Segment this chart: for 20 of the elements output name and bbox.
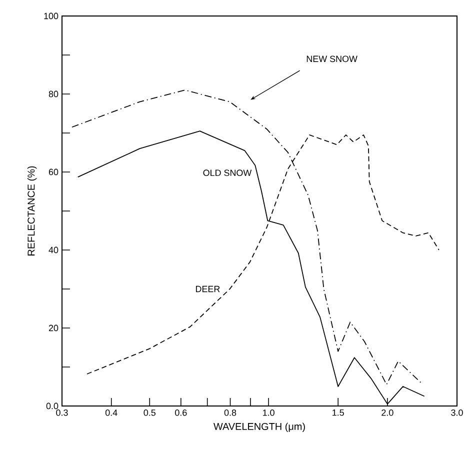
x-tick-label: 0.8	[224, 410, 236, 416]
series-label: OLD SNOW	[203, 170, 252, 176]
x-tick-label: 0.6	[175, 410, 187, 416]
x-tick-label: 0.5	[144, 410, 156, 416]
x-tick-label: 0.4	[105, 410, 118, 416]
x-tick-label: 0.3	[56, 410, 68, 416]
x-axis-title: WAVELENGTH (μm)	[214, 422, 305, 432]
y-tick-label: 80	[48, 90, 58, 98]
series-label: DEER	[196, 286, 220, 292]
y-tick-label: 0.0	[46, 402, 58, 410]
y-tick-label: 100	[44, 12, 58, 20]
y-tick-label: 20	[48, 324, 58, 332]
x-tick-label: 1.5	[332, 410, 344, 416]
y-tick-label: 60	[48, 168, 58, 176]
x-tick-label: 2.0	[382, 410, 394, 416]
y-tick-label: 40	[48, 246, 58, 254]
x-tick-label: 3.0	[451, 410, 463, 416]
text: NEW SNOW	[306, 56, 358, 62]
y-axis-title: REFLECTANCE (%)	[27, 166, 37, 256]
x-tick-label: 1.0	[263, 410, 274, 416]
